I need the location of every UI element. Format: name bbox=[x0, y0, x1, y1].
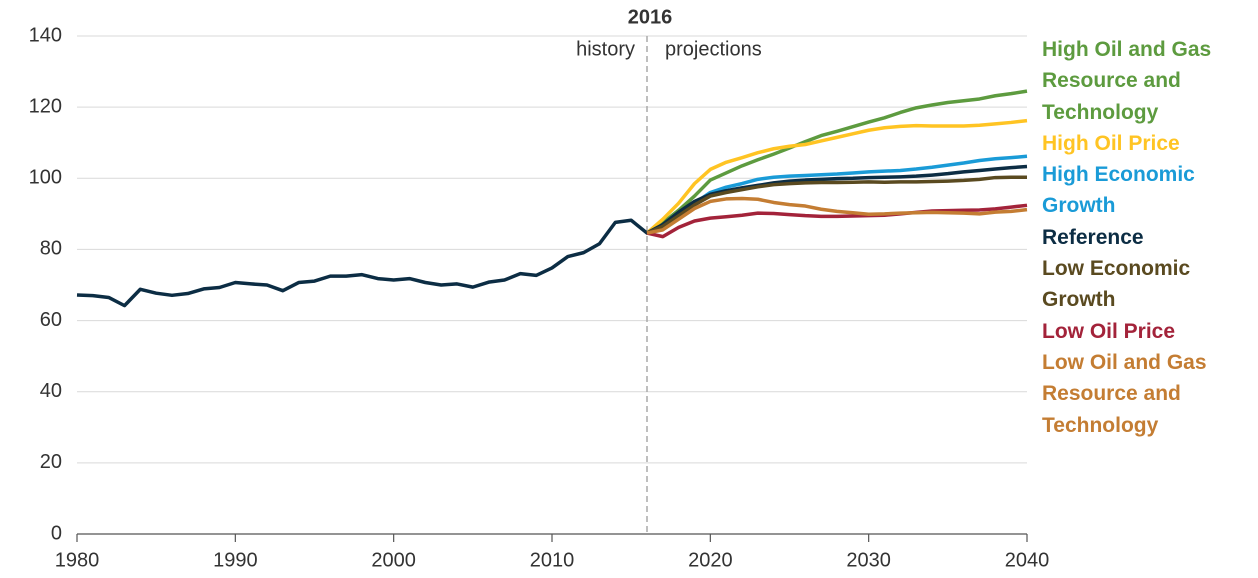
x-tick-label: 2020 bbox=[688, 549, 733, 571]
series-line bbox=[646, 196, 1028, 235]
series-line bbox=[646, 175, 1027, 235]
x-tick-label: 1990 bbox=[213, 549, 258, 571]
grid bbox=[77, 35, 1027, 464]
legend: High Oil and Gas Resource and Technology… bbox=[1042, 34, 1256, 441]
y-tick-label: 140 bbox=[29, 24, 62, 46]
x-tick-label: 1980 bbox=[55, 549, 100, 571]
divider-label: 2016 bbox=[628, 6, 673, 28]
x-tick-label: 2030 bbox=[846, 549, 891, 571]
annotation: projections bbox=[665, 38, 762, 60]
y-tick-label: 60 bbox=[40, 309, 62, 331]
x-tick-label: 2010 bbox=[530, 549, 575, 571]
y-tick-label: 100 bbox=[29, 167, 62, 189]
y-tick-label: 20 bbox=[40, 451, 62, 473]
legend-entry: High Oil and Gas Resource and Technology bbox=[1042, 38, 1212, 124]
series-line bbox=[76, 164, 1028, 308]
legend-entry: Reference bbox=[1042, 225, 1144, 249]
legend-entry: Low Economic Growth bbox=[1042, 257, 1191, 312]
x-tick-label: 2040 bbox=[1005, 549, 1050, 571]
legend-entry: Low Oil Price bbox=[1042, 319, 1176, 343]
y-tick-label: 120 bbox=[29, 95, 62, 117]
legend-entry: High Economic Growth bbox=[1042, 163, 1195, 218]
series-line bbox=[646, 203, 1028, 239]
y-tick-label: 40 bbox=[40, 380, 62, 402]
legend-entry: High Oil Price bbox=[1042, 131, 1180, 155]
y-tick-label: 0 bbox=[51, 522, 62, 544]
x-tick-label: 2000 bbox=[371, 549, 416, 571]
legend-entry: Low Oil and Gas Resource and Technology bbox=[1042, 350, 1207, 437]
annotation: history bbox=[576, 38, 635, 60]
series-line bbox=[645, 118, 1028, 235]
series-line bbox=[646, 89, 1028, 235]
series-line bbox=[646, 154, 1028, 235]
y-tick-label: 80 bbox=[40, 238, 62, 260]
